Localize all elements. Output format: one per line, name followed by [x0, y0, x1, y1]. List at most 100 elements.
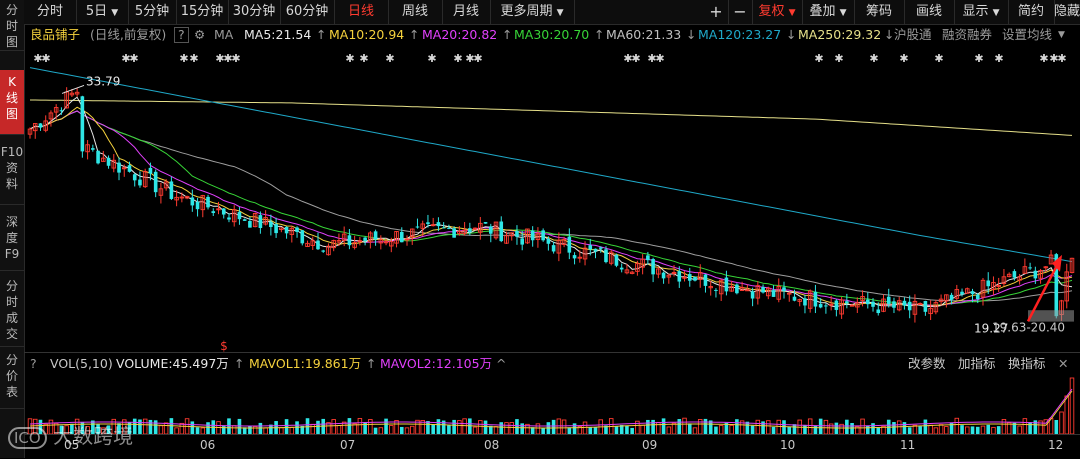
- volume-bar: [661, 418, 666, 434]
- switch-indicator-button[interactable]: 换指标: [1008, 356, 1046, 371]
- margin-link[interactable]: 融资融券: [942, 27, 993, 42]
- sidebar-tab-depth[interactable]: 深 度 F9: [0, 210, 24, 271]
- volume-bar: [499, 422, 504, 434]
- candle-body: [295, 227, 299, 232]
- candle-body: [258, 215, 263, 229]
- candle-body: [881, 298, 886, 312]
- candle-body: [190, 197, 195, 206]
- volume-bar: [1022, 418, 1028, 434]
- candle-body: [588, 245, 593, 250]
- volume-bar: [902, 422, 907, 434]
- trend-arrow: [1026, 262, 1060, 322]
- volume-bar: [1059, 411, 1064, 434]
- zoom-in-button[interactable]: +: [704, 0, 729, 24]
- candle-body: [409, 228, 415, 238]
- close-icon[interactable]: ✕: [1058, 356, 1069, 371]
- candle-body: [352, 241, 357, 248]
- chips-button[interactable]: 筹码: [854, 0, 905, 24]
- candle-body: [499, 221, 504, 242]
- volume-bar: [179, 422, 185, 434]
- ma5-line: [29, 96, 1073, 308]
- candle-body: [48, 112, 54, 120]
- volume-bar: [1012, 422, 1017, 434]
- sidebar-tab-trades[interactable]: 分 时 成 交: [0, 276, 24, 347]
- more-periods-dropdown[interactable]: 更多周期 ▼: [490, 0, 575, 24]
- volume-bar: [80, 421, 85, 434]
- event-marker-icon: ✱: [33, 52, 42, 65]
- candle-body: [687, 274, 692, 281]
- period-60min[interactable]: 60分钟: [280, 0, 335, 24]
- candle-body: [818, 304, 823, 308]
- period-5min[interactable]: 5分钟: [128, 0, 177, 24]
- hgt-link[interactable]: 沪股通: [894, 27, 932, 42]
- volume-bar: [782, 420, 786, 434]
- volume-bar: [127, 422, 132, 434]
- candle-body: [849, 304, 855, 307]
- candle-body: [718, 279, 724, 295]
- question-icon[interactable]: ?: [30, 356, 37, 371]
- arrow-down-icon: ↓: [786, 27, 797, 42]
- display-dropdown[interactable]: 显示 ▼: [954, 0, 1009, 24]
- adjust-dropdown[interactable]: 复权 ▼: [752, 0, 803, 24]
- volume-bar: [520, 423, 525, 434]
- candle-body: [834, 300, 839, 310]
- hide-button[interactable]: 隐藏: [1054, 0, 1080, 24]
- candle-body: [122, 167, 127, 170]
- simple-mode-button[interactable]: 简约: [1008, 0, 1055, 24]
- sidebar-tab-kline[interactable]: K 线 图: [0, 70, 24, 135]
- period-15min[interactable]: 15分钟: [176, 0, 229, 24]
- sidebar-tab-intraday[interactable]: 分 时 图: [0, 0, 24, 51]
- volume-bar: [766, 420, 771, 434]
- candle-body: [996, 284, 1001, 287]
- volume-bar: [436, 419, 441, 434]
- arrow-up-icon: ↑: [234, 356, 245, 371]
- ma120-value: MA120:23.27: [698, 27, 782, 42]
- zoom-out-button[interactable]: −: [728, 0, 753, 24]
- candle-body: [1028, 267, 1032, 269]
- candle-body: [206, 196, 210, 208]
- volume-chart[interactable]: [24, 374, 1080, 434]
- candle-body: [813, 291, 818, 307]
- dividend-marker: $: [220, 339, 228, 352]
- period-intraday[interactable]: 分时: [24, 0, 77, 24]
- volume-bar: [918, 426, 922, 434]
- candle-body: [551, 245, 556, 252]
- mavol2-value: MAVOL2:12.105万: [380, 356, 493, 371]
- candle-body: [604, 249, 608, 263]
- volume-bar: [944, 426, 949, 434]
- period-30min[interactable]: 30分钟: [228, 0, 281, 24]
- gear-icon[interactable]: ⚙: [194, 27, 206, 42]
- candle-body: [96, 150, 100, 164]
- overlay-dropdown[interactable]: 叠加 ▼: [802, 0, 855, 24]
- draw-line-button[interactable]: 画线: [904, 0, 955, 24]
- ma-settings-link[interactable]: 设置均线: [1002, 27, 1053, 42]
- volume-bar: [813, 426, 818, 434]
- period-weekly[interactable]: 周线: [388, 0, 443, 24]
- chevron-down-icon[interactable]: ▼: [1058, 30, 1065, 40]
- volume-bar: [980, 425, 986, 434]
- volume-bar: [158, 425, 164, 434]
- kline-chart[interactable]: ✱✱ ✱✱ ✱ ✱ ✱✱✱ ✱ ✱ ✱ ✱ ✱ ✱✱ ✱✱ ✱✱ ✱ ✱ ✱ ✱ ✱ ✱ ✱ ✱ ✱✱33.7919.27…: [24, 46, 1080, 352]
- candle-body: [546, 238, 551, 244]
- period-monthly[interactable]: 月线: [442, 0, 491, 24]
- candle-body: [69, 92, 75, 96]
- candle-body: [965, 288, 970, 294]
- candle-body: [404, 238, 410, 241]
- candle-body: [944, 294, 949, 302]
- edit-params-button[interactable]: 改参数: [908, 356, 946, 371]
- event-marker-icon: ✱: [631, 52, 640, 65]
- volume-bar: [431, 424, 435, 434]
- sidebar-tab-f10[interactable]: F10 资 料: [0, 140, 24, 205]
- candle-body: [237, 212, 242, 220]
- arrow-up-icon: ↑: [594, 27, 605, 42]
- sidebar-tab-price-table[interactable]: 分 价 表: [0, 350, 24, 409]
- candle-body: [651, 259, 655, 275]
- event-marker-icon: ✱: [179, 52, 188, 65]
- chevron-down-icon: ▼: [111, 8, 119, 18]
- volume-bar: [792, 424, 797, 434]
- period-5day[interactable]: 5日 ▼: [76, 0, 129, 24]
- period-daily[interactable]: 日线: [334, 0, 389, 24]
- help-icon[interactable]: ?: [174, 27, 189, 43]
- candle-body: [666, 274, 672, 278]
- add-indicator-button[interactable]: 加指标: [958, 356, 996, 371]
